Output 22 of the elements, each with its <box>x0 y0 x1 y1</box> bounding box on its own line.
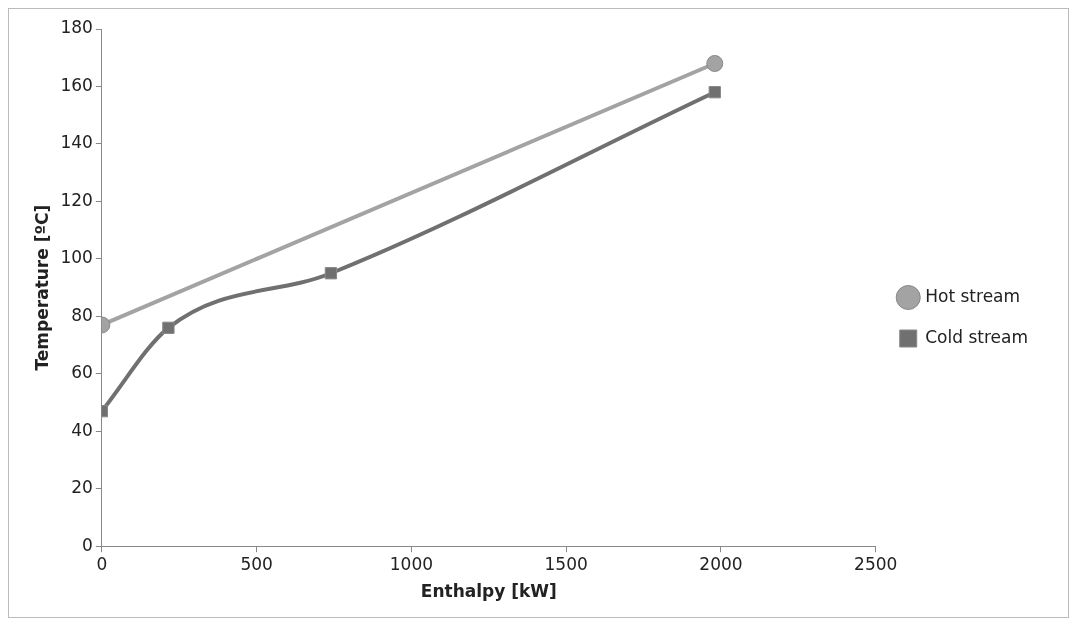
x-axis-title: Enthalpy [kW] <box>420 581 557 602</box>
x-tick-label: 0 <box>96 553 108 574</box>
y-tick-label: 60 <box>71 362 93 383</box>
y-tick-label: 140 <box>60 132 93 153</box>
legend-label: Cold stream <box>925 326 1028 347</box>
legend-label: Hot stream <box>925 285 1021 306</box>
y-tick-label: 0 <box>82 534 93 555</box>
y-tick-label: 120 <box>60 189 93 210</box>
point <box>708 86 721 99</box>
x-tick-label: 1000 <box>389 553 434 574</box>
y-axis-title: Temperature [ºC] <box>31 204 52 371</box>
y-tick-label: 80 <box>71 304 93 325</box>
x-tick-label: 2500 <box>854 553 898 574</box>
x-tick-label: 500 <box>240 553 273 574</box>
x-tick-label: 2000 <box>699 553 743 574</box>
y-tick-label: 160 <box>60 74 93 95</box>
point <box>324 267 338 280</box>
y-tick-label: 20 <box>71 477 93 498</box>
y-tick-label: 100 <box>60 247 93 268</box>
y-tick-label: 180 <box>60 17 93 38</box>
x-tick-label: 1500 <box>544 553 588 574</box>
y-tick-label: 40 <box>71 419 93 440</box>
